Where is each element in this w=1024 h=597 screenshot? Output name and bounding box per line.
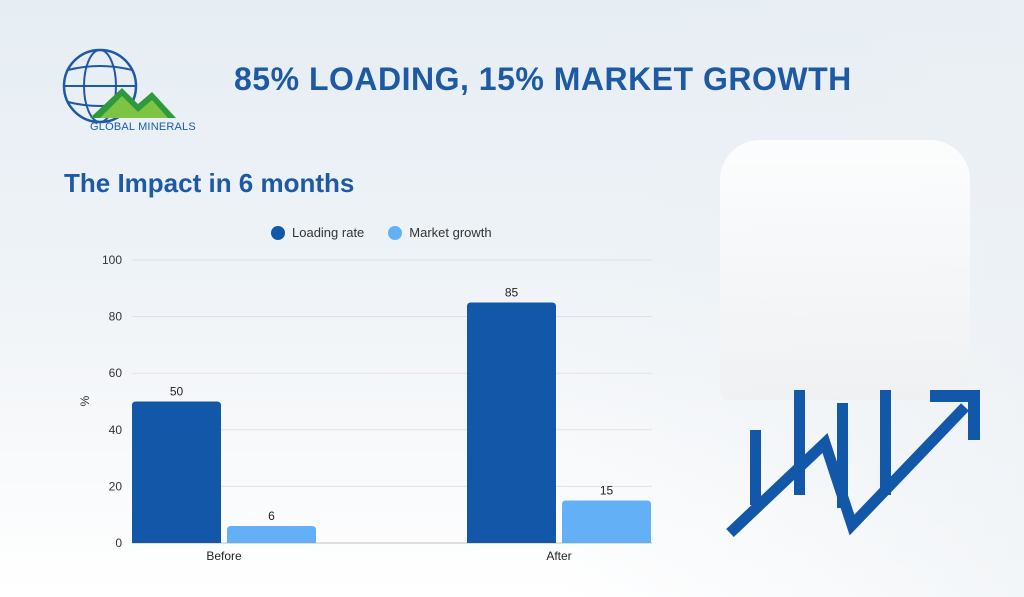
chart-legend: Loading rate Market growth	[271, 225, 492, 240]
page-title: 85% LOADING, 15% MARKET GROWTH	[234, 61, 852, 97]
legend-swatch-market-growth	[388, 225, 403, 240]
legend-item-loading-rate: Loading rate	[271, 225, 364, 240]
y-tick-label: 100	[102, 253, 122, 267]
data-label: 15	[600, 484, 614, 498]
legend-swatch-loading-rate	[271, 225, 285, 240]
data-label: 85	[505, 285, 519, 299]
legend-label-loading-rate: Loading rate	[292, 225, 365, 240]
y-tick-label: 80	[109, 310, 123, 324]
bar-loading-rate-before	[132, 401, 221, 543]
product-bag-image	[720, 140, 970, 400]
y-axis-label: %	[78, 395, 92, 406]
legend-label-market-growth: Market growth	[409, 225, 492, 240]
logo-text: GLOBAL MINERALS	[90, 121, 196, 133]
section-subtitle: The Impact in 6 months	[64, 168, 355, 198]
legend-item-market-growth: Market growth	[388, 225, 492, 240]
x-tick-label: After	[546, 549, 571, 563]
globe-logo-icon	[62, 48, 176, 124]
y-tick-label: 40	[109, 423, 123, 437]
data-label: 50	[170, 385, 184, 399]
x-tick-label: Before	[206, 549, 242, 563]
data-label: 6	[268, 509, 275, 523]
y-tick-label: 60	[109, 366, 123, 380]
bar-market-growth-after	[562, 500, 651, 543]
y-tick-label: 20	[109, 479, 123, 493]
bar-loading-rate-after	[467, 302, 556, 543]
y-tick-label: 0	[115, 536, 122, 550]
bar-market-growth-before	[227, 526, 316, 543]
growth-arrow-icon	[726, 390, 980, 537]
